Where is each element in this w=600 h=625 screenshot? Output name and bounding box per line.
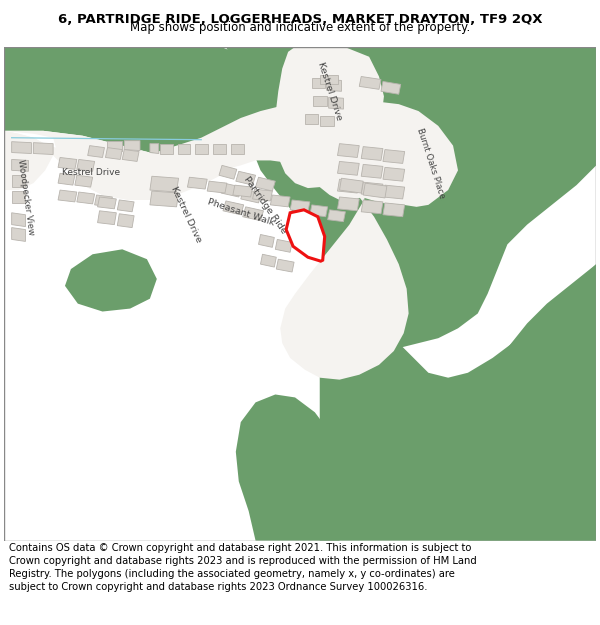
Polygon shape xyxy=(313,96,326,106)
Polygon shape xyxy=(338,144,359,158)
Polygon shape xyxy=(11,142,31,154)
Polygon shape xyxy=(160,144,173,154)
Polygon shape xyxy=(326,79,341,91)
Polygon shape xyxy=(320,116,334,126)
Polygon shape xyxy=(98,197,116,209)
Polygon shape xyxy=(223,201,244,215)
Polygon shape xyxy=(383,185,404,199)
Polygon shape xyxy=(219,166,237,179)
Polygon shape xyxy=(118,200,134,212)
Polygon shape xyxy=(11,175,25,187)
Polygon shape xyxy=(77,159,95,171)
Polygon shape xyxy=(241,189,262,203)
Polygon shape xyxy=(233,185,253,197)
Polygon shape xyxy=(329,98,343,109)
Polygon shape xyxy=(4,104,384,200)
Text: Kestrel Drive: Kestrel Drive xyxy=(169,185,203,244)
Polygon shape xyxy=(383,149,404,163)
Polygon shape xyxy=(4,131,53,190)
Polygon shape xyxy=(221,183,242,197)
Polygon shape xyxy=(187,177,207,189)
Polygon shape xyxy=(11,191,25,203)
Polygon shape xyxy=(196,144,208,154)
Polygon shape xyxy=(468,264,596,541)
Polygon shape xyxy=(328,210,346,222)
Polygon shape xyxy=(95,195,112,207)
Polygon shape xyxy=(361,164,383,178)
Polygon shape xyxy=(338,197,359,211)
Polygon shape xyxy=(383,168,404,181)
Polygon shape xyxy=(213,144,226,154)
Polygon shape xyxy=(275,47,384,188)
Polygon shape xyxy=(107,141,122,151)
Polygon shape xyxy=(381,81,401,94)
Text: Burnt Oaks Place: Burnt Oaks Place xyxy=(415,127,446,200)
Polygon shape xyxy=(58,173,75,185)
Polygon shape xyxy=(305,114,318,124)
Polygon shape xyxy=(236,171,256,185)
Polygon shape xyxy=(271,195,290,207)
Polygon shape xyxy=(4,47,310,161)
Polygon shape xyxy=(11,228,25,241)
Polygon shape xyxy=(236,47,596,541)
Polygon shape xyxy=(320,101,458,207)
Polygon shape xyxy=(4,126,409,379)
Polygon shape xyxy=(275,239,292,252)
Polygon shape xyxy=(260,254,277,267)
Polygon shape xyxy=(88,146,104,158)
Polygon shape xyxy=(310,205,328,217)
Polygon shape xyxy=(320,74,338,84)
Polygon shape xyxy=(178,144,190,154)
Polygon shape xyxy=(58,190,77,202)
Polygon shape xyxy=(122,149,139,161)
Polygon shape xyxy=(11,159,28,171)
Polygon shape xyxy=(363,183,387,198)
Polygon shape xyxy=(236,394,340,541)
Polygon shape xyxy=(338,179,359,193)
Text: Partridge Ride: Partridge Ride xyxy=(242,174,289,235)
Polygon shape xyxy=(243,207,263,221)
Text: Kestrel Drive: Kestrel Drive xyxy=(62,168,120,177)
Polygon shape xyxy=(359,76,381,89)
Polygon shape xyxy=(106,148,122,159)
Polygon shape xyxy=(150,144,159,154)
Polygon shape xyxy=(259,234,274,248)
Polygon shape xyxy=(290,200,310,212)
Polygon shape xyxy=(201,47,596,348)
Polygon shape xyxy=(207,181,227,193)
Polygon shape xyxy=(338,161,359,175)
Text: Woodpecker View: Woodpecker View xyxy=(16,159,35,236)
Polygon shape xyxy=(361,147,383,161)
Text: Contains OS data © Crown copyright and database right 2021. This information is : Contains OS data © Crown copyright and d… xyxy=(9,543,477,591)
Polygon shape xyxy=(361,182,383,196)
Polygon shape xyxy=(124,141,140,151)
Polygon shape xyxy=(253,189,272,201)
Polygon shape xyxy=(150,191,179,207)
Polygon shape xyxy=(312,79,325,88)
Polygon shape xyxy=(383,203,404,217)
Polygon shape xyxy=(150,176,179,192)
Polygon shape xyxy=(231,144,244,154)
Polygon shape xyxy=(34,142,53,154)
Polygon shape xyxy=(58,158,77,169)
Polygon shape xyxy=(11,213,25,227)
Polygon shape xyxy=(286,210,325,261)
Polygon shape xyxy=(75,175,92,187)
Polygon shape xyxy=(277,259,294,272)
Polygon shape xyxy=(256,177,275,191)
Polygon shape xyxy=(118,214,134,228)
Polygon shape xyxy=(340,178,363,193)
Polygon shape xyxy=(77,192,95,204)
Text: 6, PARTRIDGE RIDE, LOGGERHEADS, MARKET DRAYTON, TF9 2QX: 6, PARTRIDGE RIDE, LOGGERHEADS, MARKET D… xyxy=(58,13,542,26)
Text: Pheasant Walk: Pheasant Walk xyxy=(206,198,275,228)
Polygon shape xyxy=(65,249,157,311)
Polygon shape xyxy=(98,211,116,224)
Polygon shape xyxy=(361,200,383,214)
Text: Map shows position and indicative extent of the property.: Map shows position and indicative extent… xyxy=(130,21,470,34)
Text: Kestrel Drive: Kestrel Drive xyxy=(316,61,343,122)
